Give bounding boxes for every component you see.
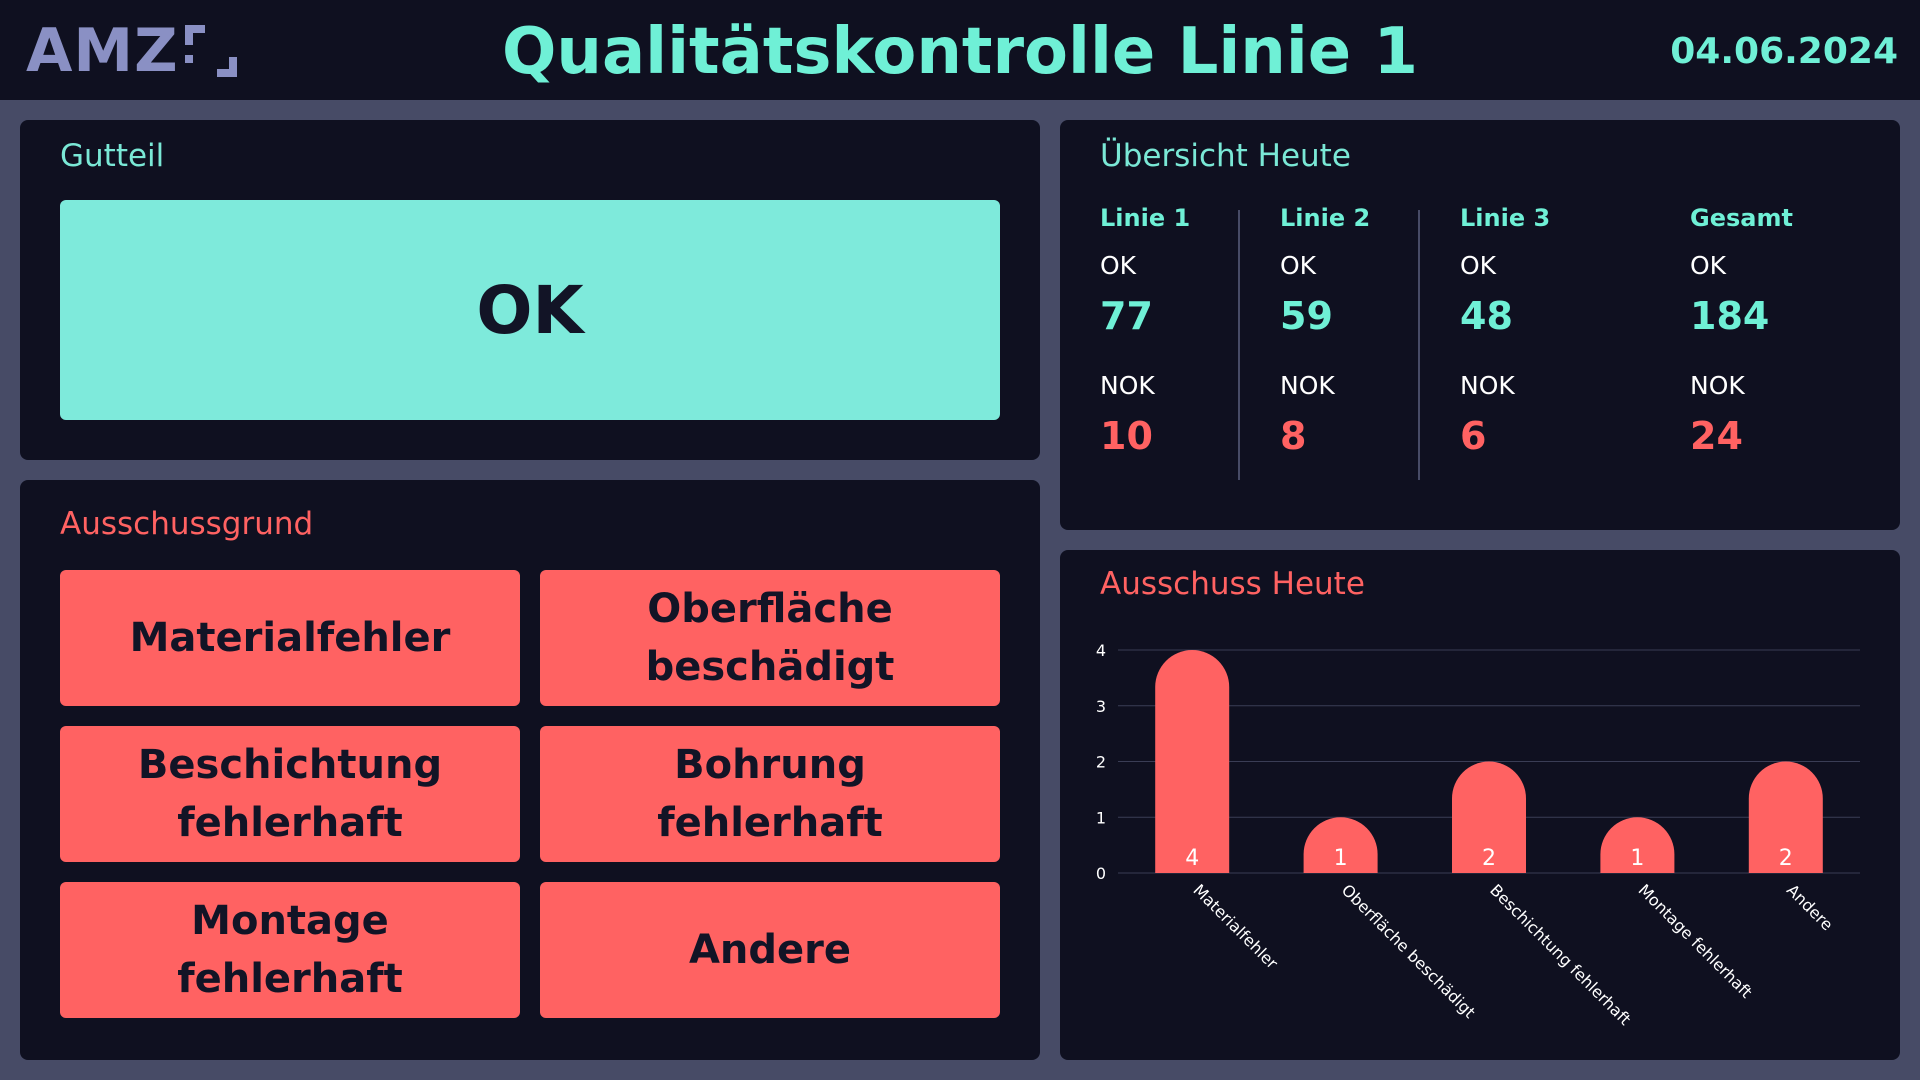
oberflaeche-beschaedigt-button[interactable]: Oberfläche beschädigt (540, 570, 1000, 706)
ausschussgrund-title: Ausschussgrund (60, 506, 314, 542)
x-tick-label: Montage fehlerhaft (1635, 880, 1756, 1001)
montage-fehlerhaft-button[interactable]: Montage fehlerhaft (60, 882, 520, 1018)
column-header: Gesamt (1690, 204, 1793, 232)
column-divider (1238, 210, 1240, 480)
x-tick-label: Andere (1783, 880, 1837, 934)
stats-column-gesamt: Gesamt OK 184 NOK 24 (1690, 202, 1793, 458)
column-divider (1418, 210, 1420, 480)
materialfehler-button[interactable]: Materialfehler (60, 570, 520, 706)
nok-label: NOK (1460, 371, 1515, 400)
header: AMZ Qualitätskontrolle Linie 1 04.06.202… (0, 0, 1920, 100)
logo-text: AMZ (26, 16, 179, 86)
bar (1600, 817, 1675, 873)
nok-count: 8 (1280, 414, 1307, 458)
bar-value-label: 2 (1779, 846, 1793, 871)
bohrung-fehlerhaft-button[interactable]: Bohrung fehlerhaft (540, 726, 1000, 862)
bar-value-label: 1 (1630, 846, 1644, 871)
ok-label: OK (1100, 251, 1137, 280)
bar (1303, 817, 1378, 873)
bar (1748, 761, 1823, 873)
stats-column-linie-3: Linie 3 OK 48 NOK 6 (1460, 202, 1551, 458)
y-tick-label: 0 (1096, 864, 1106, 883)
column-header: Linie 1 (1100, 204, 1191, 232)
x-tick-label: Materialfehler (1189, 880, 1282, 973)
logo-bracket-icon (184, 25, 237, 77)
y-tick-label: 3 (1096, 697, 1106, 716)
ok-button[interactable]: OK (60, 200, 1000, 420)
gutteil-panel: Gutteil OK (20, 120, 1040, 460)
bar (1452, 761, 1526, 873)
ok-count: 184 (1690, 294, 1770, 338)
bar-value-label: 4 (1185, 846, 1199, 871)
ok-count: 59 (1280, 294, 1333, 338)
bar (1155, 650, 1230, 873)
beschichtung-fehlerhaft-button[interactable]: Beschichtung fehlerhaft (60, 726, 520, 862)
gutteil-title: Gutteil (60, 138, 165, 174)
andere-button[interactable]: Andere (540, 882, 1000, 1018)
ok-label: OK (1280, 251, 1317, 280)
bar-value-label: 2 (1482, 846, 1496, 871)
nok-count: 24 (1690, 414, 1743, 458)
bar-value-label: 1 (1334, 846, 1348, 871)
nok-label: NOK (1100, 371, 1155, 400)
column-header: Linie 2 (1280, 204, 1371, 232)
ok-label: OK (1460, 251, 1497, 280)
x-tick-label: Beschichtung fehlerhaft (1486, 880, 1635, 1029)
ausschuss-chart-panel: Ausschuss Heute 0 1 2 3 4 4 Materialfehler 1 Obe… (1060, 550, 1900, 1060)
column-header: Linie 3 (1460, 204, 1551, 232)
page-title: Qualitätskontrolle Linie 1 (502, 15, 1418, 89)
y-tick-label: 4 (1096, 641, 1106, 660)
nok-count: 6 (1460, 414, 1487, 458)
chart-title: Ausschuss Heute (1100, 566, 1365, 602)
nok-count: 10 (1100, 414, 1153, 458)
stats-column-linie-2: Linie 2 OK 59 NOK 8 (1280, 202, 1371, 458)
x-tick-label: Oberfläche beschädigt (1338, 880, 1479, 1021)
date-display: 04.06.2024 (1670, 31, 1898, 72)
nok-label: NOK (1280, 371, 1335, 400)
stats-column-linie-1: Linie 1 OK 77 NOK 10 (1100, 202, 1191, 458)
ok-count: 77 (1100, 294, 1153, 338)
ausschuss-bar-chart: 0 1 2 3 4 4 Materialfehler 1 Oberfläche beschädi… (1096, 641, 1860, 1029)
y-tick-label: 1 (1096, 808, 1106, 827)
nok-label: NOK (1690, 371, 1745, 400)
ok-label: OK (1690, 251, 1727, 280)
ok-count: 48 (1460, 294, 1513, 338)
logo: AMZ (26, 18, 237, 84)
ausschussgrund-panel: Ausschussgrund Materialfehler Oberfläche… (20, 480, 1040, 1060)
uebersicht-title: Übersicht Heute (1100, 138, 1351, 174)
uebersicht-panel: Übersicht Heute Linie 1 OK 77 NOK 10 Lin… (1060, 120, 1900, 530)
y-tick-label: 2 (1096, 753, 1106, 772)
